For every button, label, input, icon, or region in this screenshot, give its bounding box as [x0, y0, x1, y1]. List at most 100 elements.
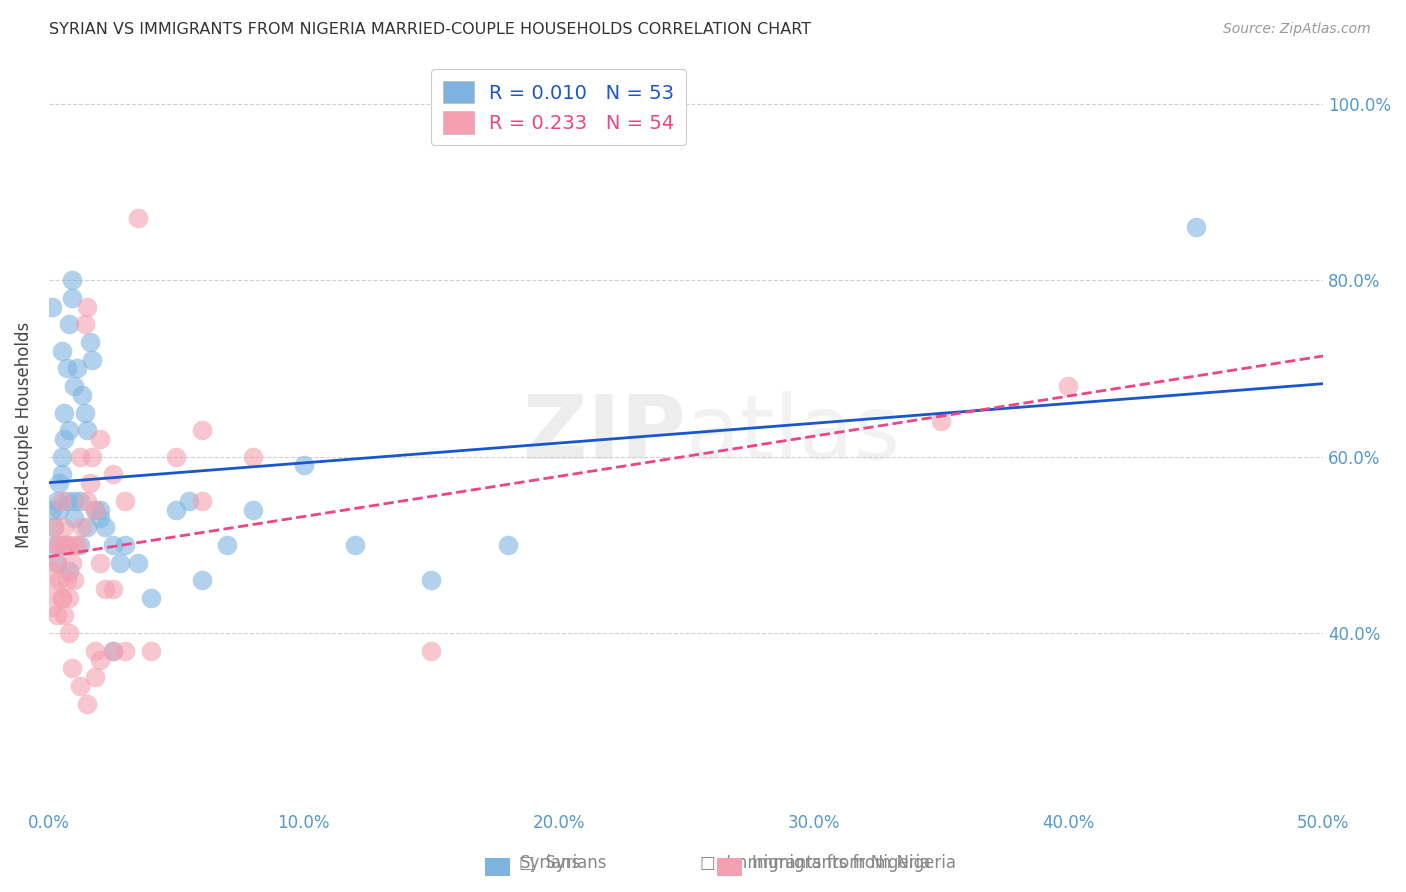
Point — [191, 493, 214, 508]
Point — [63, 573, 86, 587]
Point — [53, 538, 76, 552]
Point — [60, 273, 83, 287]
Point — [63, 493, 86, 508]
Point — [139, 591, 162, 605]
Point — [165, 502, 187, 516]
Point — [114, 644, 136, 658]
Point — [42, 538, 65, 552]
Point — [101, 538, 124, 552]
Point — [69, 538, 91, 552]
Point — [496, 538, 519, 552]
Point — [53, 405, 76, 419]
Text: atlas: atlas — [686, 391, 901, 478]
Point — [69, 679, 91, 693]
Text: Source: ZipAtlas.com: Source: ZipAtlas.com — [1223, 22, 1371, 37]
Point — [41, 300, 63, 314]
Point — [56, 538, 79, 552]
Point — [76, 423, 98, 437]
Point — [69, 450, 91, 464]
Point — [83, 502, 105, 516]
Point — [56, 538, 79, 552]
Point — [60, 661, 83, 675]
Point — [83, 644, 105, 658]
Point — [53, 608, 76, 623]
Point — [42, 520, 65, 534]
Point — [58, 564, 80, 578]
Point — [58, 626, 80, 640]
Point — [51, 343, 73, 358]
Point — [101, 644, 124, 658]
Point — [51, 493, 73, 508]
Y-axis label: Married-couple Households: Married-couple Households — [15, 321, 32, 548]
Point — [420, 644, 443, 658]
Point — [76, 300, 98, 314]
Text: SYRIAN VS IMMIGRANTS FROM NIGERIA MARRIED-COUPLE HOUSEHOLDS CORRELATION CHART: SYRIAN VS IMMIGRANTS FROM NIGERIA MARRIE… — [49, 22, 811, 37]
Point — [89, 652, 111, 666]
Point — [89, 502, 111, 516]
Point — [63, 511, 86, 525]
Point — [929, 414, 952, 428]
Point — [79, 476, 101, 491]
Point — [60, 291, 83, 305]
Point — [48, 502, 70, 516]
Point — [42, 520, 65, 534]
Point — [73, 318, 96, 332]
Point — [45, 556, 67, 570]
Text: Immigrants from Nigeria: Immigrants from Nigeria — [752, 855, 956, 872]
Point — [73, 405, 96, 419]
Point — [60, 556, 83, 570]
Point — [48, 538, 70, 552]
Point — [94, 582, 117, 596]
Point — [165, 450, 187, 464]
Point — [139, 644, 162, 658]
Point — [51, 450, 73, 464]
Point — [41, 502, 63, 516]
Point — [101, 582, 124, 596]
Point — [42, 582, 65, 596]
Point — [191, 423, 214, 437]
Point — [242, 502, 264, 516]
Point — [76, 520, 98, 534]
Point — [51, 591, 73, 605]
Point — [242, 450, 264, 464]
Point — [48, 573, 70, 587]
Point — [101, 467, 124, 482]
Point — [66, 361, 89, 376]
Point — [110, 556, 132, 570]
Text: □  Immigrants from Nigeria: □ Immigrants from Nigeria — [700, 855, 931, 872]
Point — [343, 538, 366, 552]
Point — [58, 591, 80, 605]
Point — [41, 599, 63, 614]
Point — [66, 538, 89, 552]
Point — [217, 538, 239, 552]
Point — [70, 520, 93, 534]
Point — [1057, 379, 1080, 393]
Text: □  Syrians: □ Syrians — [519, 855, 606, 872]
Point — [83, 502, 105, 516]
Point — [89, 556, 111, 570]
Point — [89, 432, 111, 446]
Point — [45, 493, 67, 508]
Point — [48, 476, 70, 491]
Point — [53, 432, 76, 446]
Text: Syrians: Syrians — [520, 855, 582, 872]
Point — [79, 334, 101, 349]
Point — [58, 318, 80, 332]
Point — [70, 388, 93, 402]
Point — [82, 450, 104, 464]
Point — [76, 697, 98, 711]
Point — [51, 591, 73, 605]
Point — [56, 573, 79, 587]
Point — [127, 211, 149, 226]
Point — [94, 520, 117, 534]
Point — [41, 564, 63, 578]
Point — [420, 573, 443, 587]
Point — [58, 423, 80, 437]
Point — [292, 458, 315, 473]
Legend: R = 0.010   N = 53, R = 0.233   N = 54: R = 0.010 N = 53, R = 0.233 N = 54 — [432, 70, 686, 145]
Point — [45, 608, 67, 623]
Point — [45, 538, 67, 552]
Point — [1184, 220, 1206, 235]
Point — [127, 556, 149, 570]
Point — [191, 573, 214, 587]
